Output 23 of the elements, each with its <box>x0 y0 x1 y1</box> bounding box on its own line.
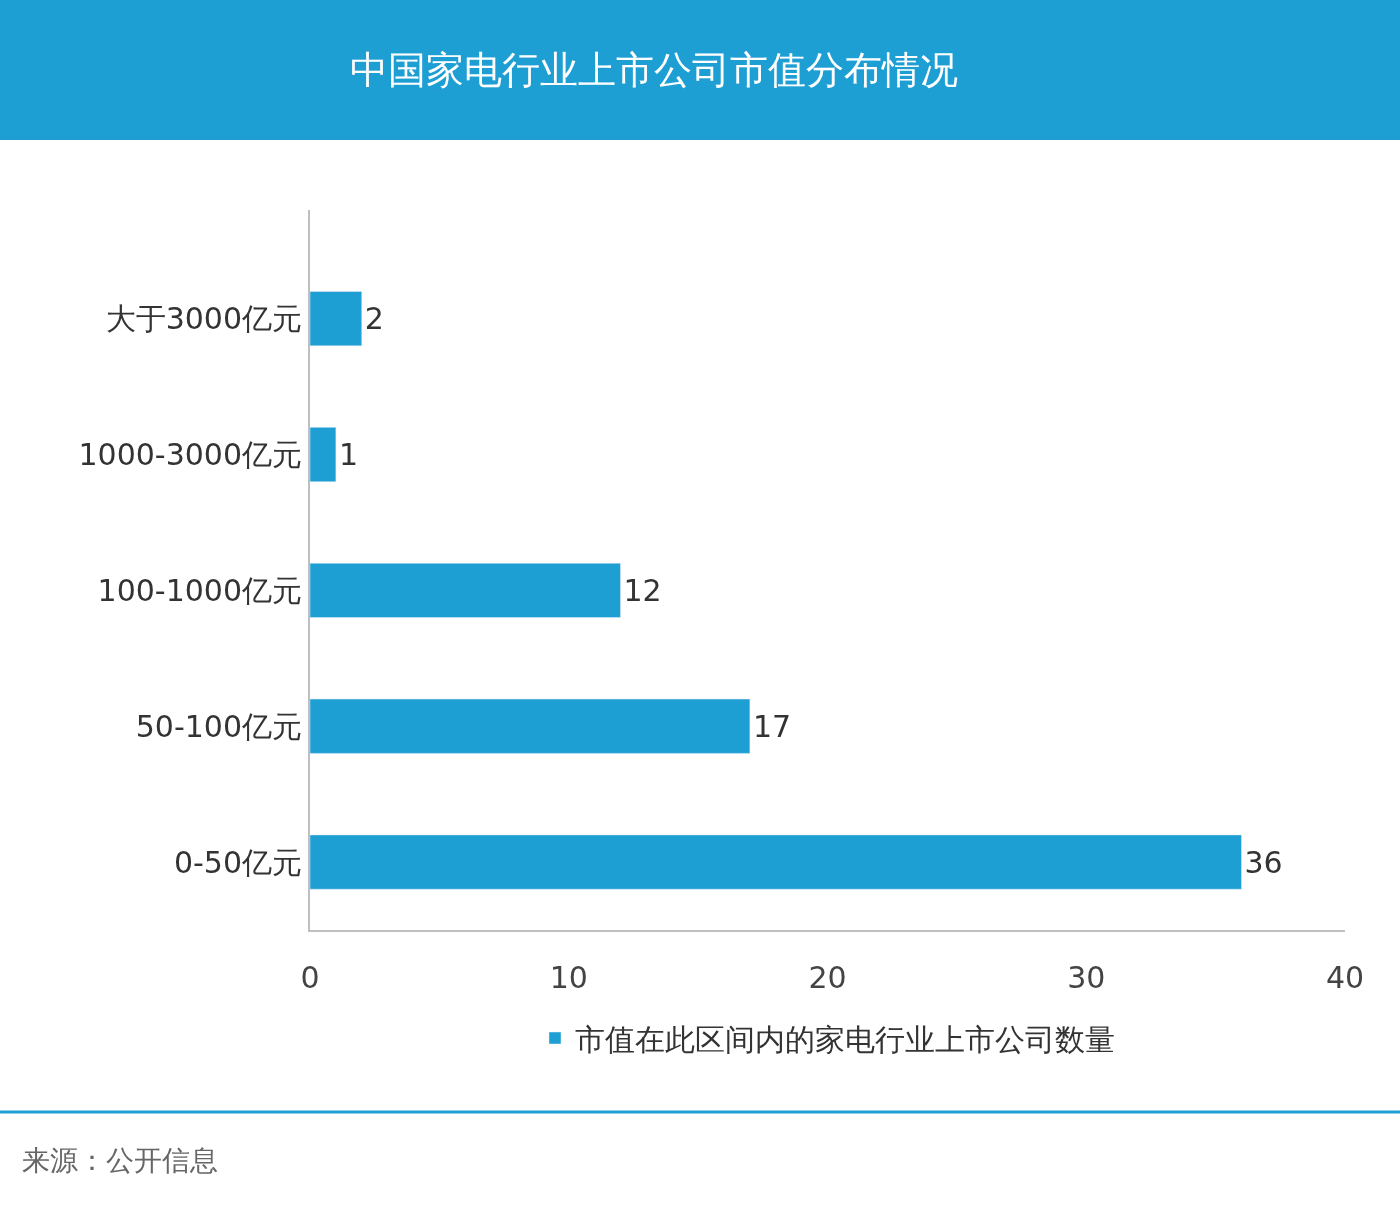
chart-title: 中国家电行业上市公司市值分布情况 <box>350 48 958 93</box>
x-tick-label: 20 <box>808 960 847 995</box>
x-tick-label: 40 <box>1325 960 1365 995</box>
data-label: 17 <box>752 708 792 744</box>
y-tick-label: 大于3000亿元 <box>105 301 302 337</box>
y-tick-label: 1000-3000亿元 <box>78 437 302 473</box>
legend-label: 市值在此区间内的家电行业上市公司数量 <box>575 1021 1115 1057</box>
data-label: 2 <box>364 301 384 337</box>
source-note: 来源：公开信息 <box>22 1144 218 1177</box>
data-label: 12 <box>623 572 662 608</box>
y-tick-label: 0-50亿元 <box>173 844 302 880</box>
x-tick-label: 0 <box>300 960 320 995</box>
y-tick-label: 50-100亿元 <box>135 708 302 744</box>
x-tick-label: 30 <box>1067 960 1106 995</box>
bar <box>310 427 337 482</box>
x-tick-label: 10 <box>549 960 588 995</box>
data-label: 1 <box>338 437 358 473</box>
bar <box>310 698 751 754</box>
bar <box>310 834 1242 890</box>
bar <box>310 562 621 618</box>
data-label: 36 <box>1244 844 1283 880</box>
bar <box>310 291 362 347</box>
y-tick-label: 100-1000亿元 <box>97 572 302 608</box>
